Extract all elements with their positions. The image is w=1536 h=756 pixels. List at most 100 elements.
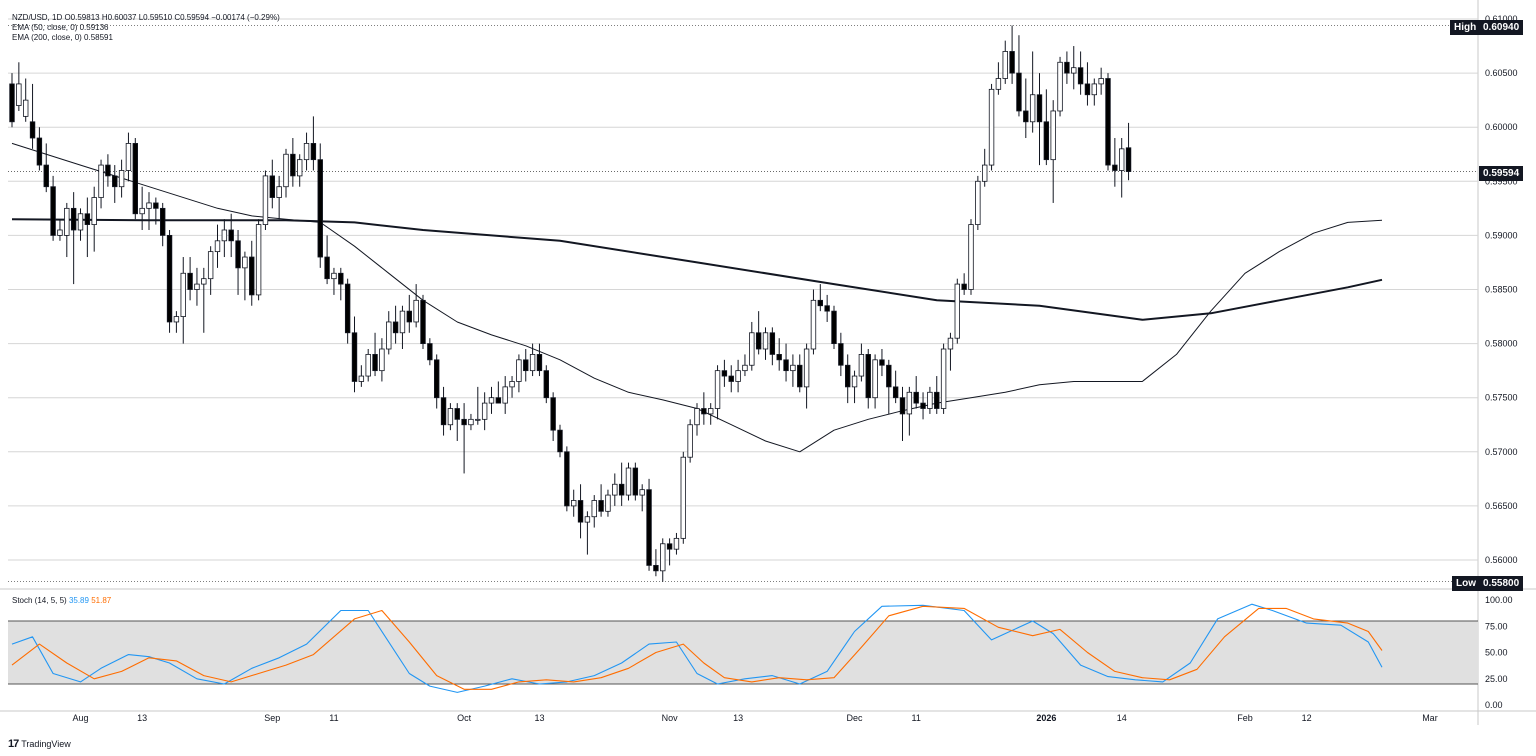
bullish-candle (735, 370, 741, 382)
price-tick-label: 0.58000 (1485, 339, 1518, 349)
stoch-k-line (11, 603, 1383, 693)
time-tick-label: 13 (534, 713, 544, 723)
bearish-candle (1084, 83, 1091, 96)
bearish-candle (632, 467, 639, 496)
bullish-candle (673, 537, 680, 550)
price-tick-label: 0.60000 (1485, 122, 1518, 132)
stoch-band-fill (8, 621, 1478, 684)
bullish-candle (872, 359, 878, 399)
bearish-candle (838, 343, 844, 366)
bearish-candle (112, 175, 118, 188)
bearish-candle (372, 354, 378, 372)
bearish-candle (29, 121, 36, 139)
bullish-candle (1050, 110, 1056, 161)
time-tick-label: Dec (847, 713, 864, 723)
bullish-candle (1057, 61, 1063, 112)
bullish-candle (77, 213, 84, 231)
bearish-candle (50, 186, 56, 236)
bullish-candle (612, 483, 618, 496)
ema50-line (11, 142, 1383, 453)
price-tick-label: 0.56000 (1485, 555, 1518, 565)
bullish-candle (276, 186, 282, 198)
bullish-candle (118, 170, 125, 188)
ema200-line (11, 218, 1383, 321)
bearish-candle (1077, 67, 1084, 85)
bullish-candle (605, 494, 611, 512)
time-tick-label: 13 (137, 713, 147, 723)
time-tick-label: Aug (72, 713, 88, 723)
stoch-k-value: 35.89 (68, 596, 89, 605)
symbol-ohlc-line: NZD/USD, 1D O0.59813 H0.60037 L0.59510 C… (12, 13, 280, 22)
bullish-candle (180, 272, 186, 317)
bearish-candle (934, 391, 940, 409)
bearish-candle (338, 272, 344, 285)
bearish-candle (728, 375, 734, 382)
bullish-candle (296, 159, 303, 177)
bearish-candle (159, 207, 166, 236)
stoch-legend: Stoch (14, 5, 5) 35.89 51.87 (12, 596, 111, 606)
bullish-candle (201, 278, 207, 285)
bearish-candle (817, 299, 823, 307)
bearish-candle (153, 202, 159, 209)
high-value-tag: 0.60940 (1479, 20, 1524, 35)
bullish-candle (331, 272, 337, 280)
bullish-candle (1029, 94, 1036, 123)
bullish-candle (358, 375, 365, 382)
bullish-candle (995, 78, 1002, 90)
bullish-candle (810, 299, 817, 350)
bullish-candle (139, 207, 145, 215)
bullish-candle (529, 354, 536, 372)
bearish-candle (666, 543, 673, 550)
price-tick-label: 0.60500 (1485, 68, 1518, 78)
bearish-candle (9, 83, 15, 123)
bullish-candle (255, 224, 262, 296)
bearish-candle (461, 418, 467, 426)
bullish-candle (516, 359, 522, 382)
bearish-candle (1043, 121, 1050, 161)
time-tick-label: Oct (457, 713, 472, 723)
bullish-candle (262, 175, 269, 225)
tradingview-footer[interactable]: 17 TradingView (8, 738, 71, 750)
bearish-candle (824, 305, 830, 312)
bullish-candle (680, 456, 686, 539)
bullish-candle (940, 348, 947, 409)
bearish-candle (427, 343, 433, 361)
bearish-candle (1105, 78, 1111, 166)
bullish-candle (927, 391, 933, 409)
bullish-candle (968, 224, 974, 290)
bullish-candle (906, 391, 913, 415)
bullish-candle (988, 88, 995, 166)
time-tick-label: Feb (1237, 713, 1253, 723)
bearish-candle (523, 359, 529, 372)
bearish-candle (351, 332, 358, 382)
bullish-candle (91, 197, 97, 225)
bearish-candle (187, 272, 193, 290)
tradingview-brand: TradingView (21, 739, 71, 749)
bullish-candle (954, 283, 960, 339)
bearish-candle (249, 256, 255, 296)
bullish-candle (1002, 51, 1008, 79)
bullish-candle (283, 153, 289, 188)
bullish-candle (714, 370, 721, 409)
bullish-candle (481, 402, 488, 420)
bullish-candle (742, 364, 748, 372)
last-price-tag: 0.59594 (1479, 166, 1524, 181)
bearish-candle (769, 332, 776, 355)
bearish-candle (166, 234, 173, 323)
bullish-candle (386, 321, 392, 350)
bullish-candle (488, 397, 495, 404)
bearish-candle (618, 483, 625, 496)
bearish-candle (646, 489, 652, 566)
bullish-candle (98, 164, 104, 198)
price-tick-label: 0.57000 (1485, 447, 1518, 457)
bullish-candle (790, 364, 796, 372)
bearish-candle (892, 386, 899, 399)
bullish-candle (509, 381, 515, 388)
bullish-candle (1098, 78, 1104, 85)
time-tick-label: 14 (1117, 713, 1127, 723)
bullish-candle (625, 467, 632, 496)
price-tick-label: 0.56500 (1485, 501, 1518, 511)
price-tick-label: 0.59000 (1485, 230, 1518, 240)
stoch-tick-label: 100.00 (1485, 595, 1513, 605)
